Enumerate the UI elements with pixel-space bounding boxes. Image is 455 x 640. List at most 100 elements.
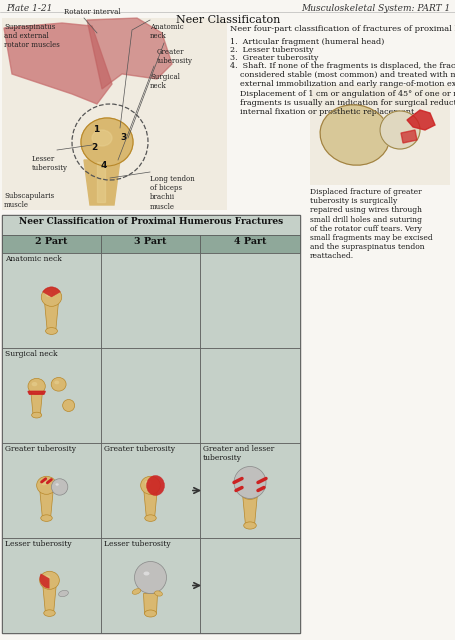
Ellipse shape <box>56 483 59 486</box>
Text: 1.  Articular fragment (humeral head): 1. Articular fragment (humeral head) <box>229 38 384 46</box>
Ellipse shape <box>54 381 59 384</box>
Polygon shape <box>144 492 157 518</box>
Text: 2.  Lesser tuberosity: 2. Lesser tuberosity <box>229 46 313 54</box>
Text: Neer Classification of Proximal Humerous Fractures: Neer Classification of Proximal Humerous… <box>19 217 283 226</box>
Ellipse shape <box>44 610 55 616</box>
Bar <box>101 348 200 443</box>
Ellipse shape <box>140 476 160 494</box>
Bar <box>101 538 200 633</box>
Text: Greater
tuberosity: Greater tuberosity <box>157 48 192 65</box>
Text: 2 Part: 2 Part <box>35 237 68 246</box>
Circle shape <box>51 479 68 495</box>
Text: 3.  Greater tuberosity: 3. Greater tuberosity <box>229 54 318 62</box>
Text: Displaced fracture of greater
tuberosity is surgically
repaired using wires thro: Displaced fracture of greater tuberosity… <box>309 188 432 260</box>
Bar <box>2 538 101 633</box>
Circle shape <box>233 467 265 499</box>
Polygon shape <box>4 23 112 104</box>
Ellipse shape <box>143 572 149 575</box>
Ellipse shape <box>46 292 52 297</box>
Ellipse shape <box>46 328 57 334</box>
Bar <box>200 348 299 443</box>
Ellipse shape <box>239 479 260 499</box>
Polygon shape <box>87 18 172 89</box>
Ellipse shape <box>243 484 250 490</box>
Polygon shape <box>43 587 56 613</box>
Text: Lesser
tuberosity: Lesser tuberosity <box>32 155 68 172</box>
Polygon shape <box>28 391 45 394</box>
Bar <box>200 253 299 348</box>
Bar <box>101 235 200 253</box>
Ellipse shape <box>51 378 66 391</box>
Text: Anatomic neck: Anatomic neck <box>5 255 61 263</box>
Ellipse shape <box>144 481 151 485</box>
Text: N    C: N C <box>210 15 245 26</box>
Bar <box>2 215 299 235</box>
Polygon shape <box>143 593 157 614</box>
Text: 4 Part: 4 Part <box>233 237 266 246</box>
Bar <box>101 253 200 348</box>
Text: 1: 1 <box>93 125 99 134</box>
Text: 4: 4 <box>101 161 107 170</box>
Ellipse shape <box>144 515 156 522</box>
Text: Surgical neck: Surgical neck <box>5 350 57 358</box>
Text: Musculoskeletal System: PART 1: Musculoskeletal System: PART 1 <box>300 4 449 13</box>
Ellipse shape <box>81 118 133 166</box>
Ellipse shape <box>132 589 141 595</box>
Ellipse shape <box>28 378 45 394</box>
Ellipse shape <box>41 287 61 307</box>
Text: Anatomic
neck: Anatomic neck <box>150 23 183 40</box>
Polygon shape <box>242 497 257 525</box>
Bar <box>101 443 200 538</box>
Text: Subscapularis
muscle: Subscapularis muscle <box>4 192 54 209</box>
Text: Supraspinatus
and external
rotator muscles: Supraspinatus and external rotator muscl… <box>4 23 60 49</box>
Circle shape <box>62 399 75 412</box>
Ellipse shape <box>92 130 112 146</box>
Ellipse shape <box>44 575 50 580</box>
Ellipse shape <box>59 590 68 596</box>
Bar <box>2 235 101 253</box>
Polygon shape <box>97 162 105 202</box>
Text: Greater tuberosity: Greater tuberosity <box>5 445 76 453</box>
Ellipse shape <box>379 111 419 149</box>
Text: Surgical
neck: Surgical neck <box>150 73 179 90</box>
Ellipse shape <box>40 481 47 485</box>
Bar <box>2 215 299 633</box>
Polygon shape <box>45 304 58 331</box>
Text: Lesser tuberosity: Lesser tuberosity <box>104 540 170 548</box>
Ellipse shape <box>36 476 56 494</box>
Wedge shape <box>43 287 60 297</box>
Ellipse shape <box>144 610 156 617</box>
Text: Neer four-part classification of fractures of proximal humerus:: Neer four-part classification of fractur… <box>229 25 455 33</box>
Polygon shape <box>31 392 42 415</box>
Ellipse shape <box>154 591 162 596</box>
Text: 2: 2 <box>91 143 97 152</box>
Text: 3 Part: 3 Part <box>134 237 167 246</box>
Ellipse shape <box>31 412 41 418</box>
Ellipse shape <box>146 476 164 495</box>
Text: Neer Classificaton: Neer Classificaton <box>176 15 279 25</box>
Bar <box>2 18 227 210</box>
Text: Greater tuberosity: Greater tuberosity <box>104 445 175 453</box>
Polygon shape <box>84 160 120 205</box>
Ellipse shape <box>40 572 59 589</box>
Ellipse shape <box>31 382 37 387</box>
Polygon shape <box>400 130 416 143</box>
Ellipse shape <box>40 515 52 522</box>
Bar <box>309 85 449 185</box>
Ellipse shape <box>319 105 389 165</box>
Text: Lesser tuberosity: Lesser tuberosity <box>5 540 71 548</box>
Text: Greater and lesser
tuberosity: Greater and lesser tuberosity <box>202 445 273 462</box>
Text: 3: 3 <box>121 134 127 143</box>
Bar <box>200 235 299 253</box>
Text: 4.  Shaft. If none of the fragments is displaced, the fracture is
    considered: 4. Shaft. If none of the fragments is di… <box>229 62 455 116</box>
Text: Rotator interval: Rotator interval <box>64 8 120 16</box>
Text: Plate 1-21: Plate 1-21 <box>6 4 52 13</box>
Text: Long tendon
of biceps
brachii
muscle: Long tendon of biceps brachii muscle <box>150 175 194 211</box>
Circle shape <box>134 561 166 593</box>
Ellipse shape <box>243 522 256 529</box>
Bar <box>2 253 101 348</box>
Bar <box>2 348 101 443</box>
Bar <box>200 443 299 538</box>
Wedge shape <box>40 573 50 589</box>
Bar <box>2 443 101 538</box>
